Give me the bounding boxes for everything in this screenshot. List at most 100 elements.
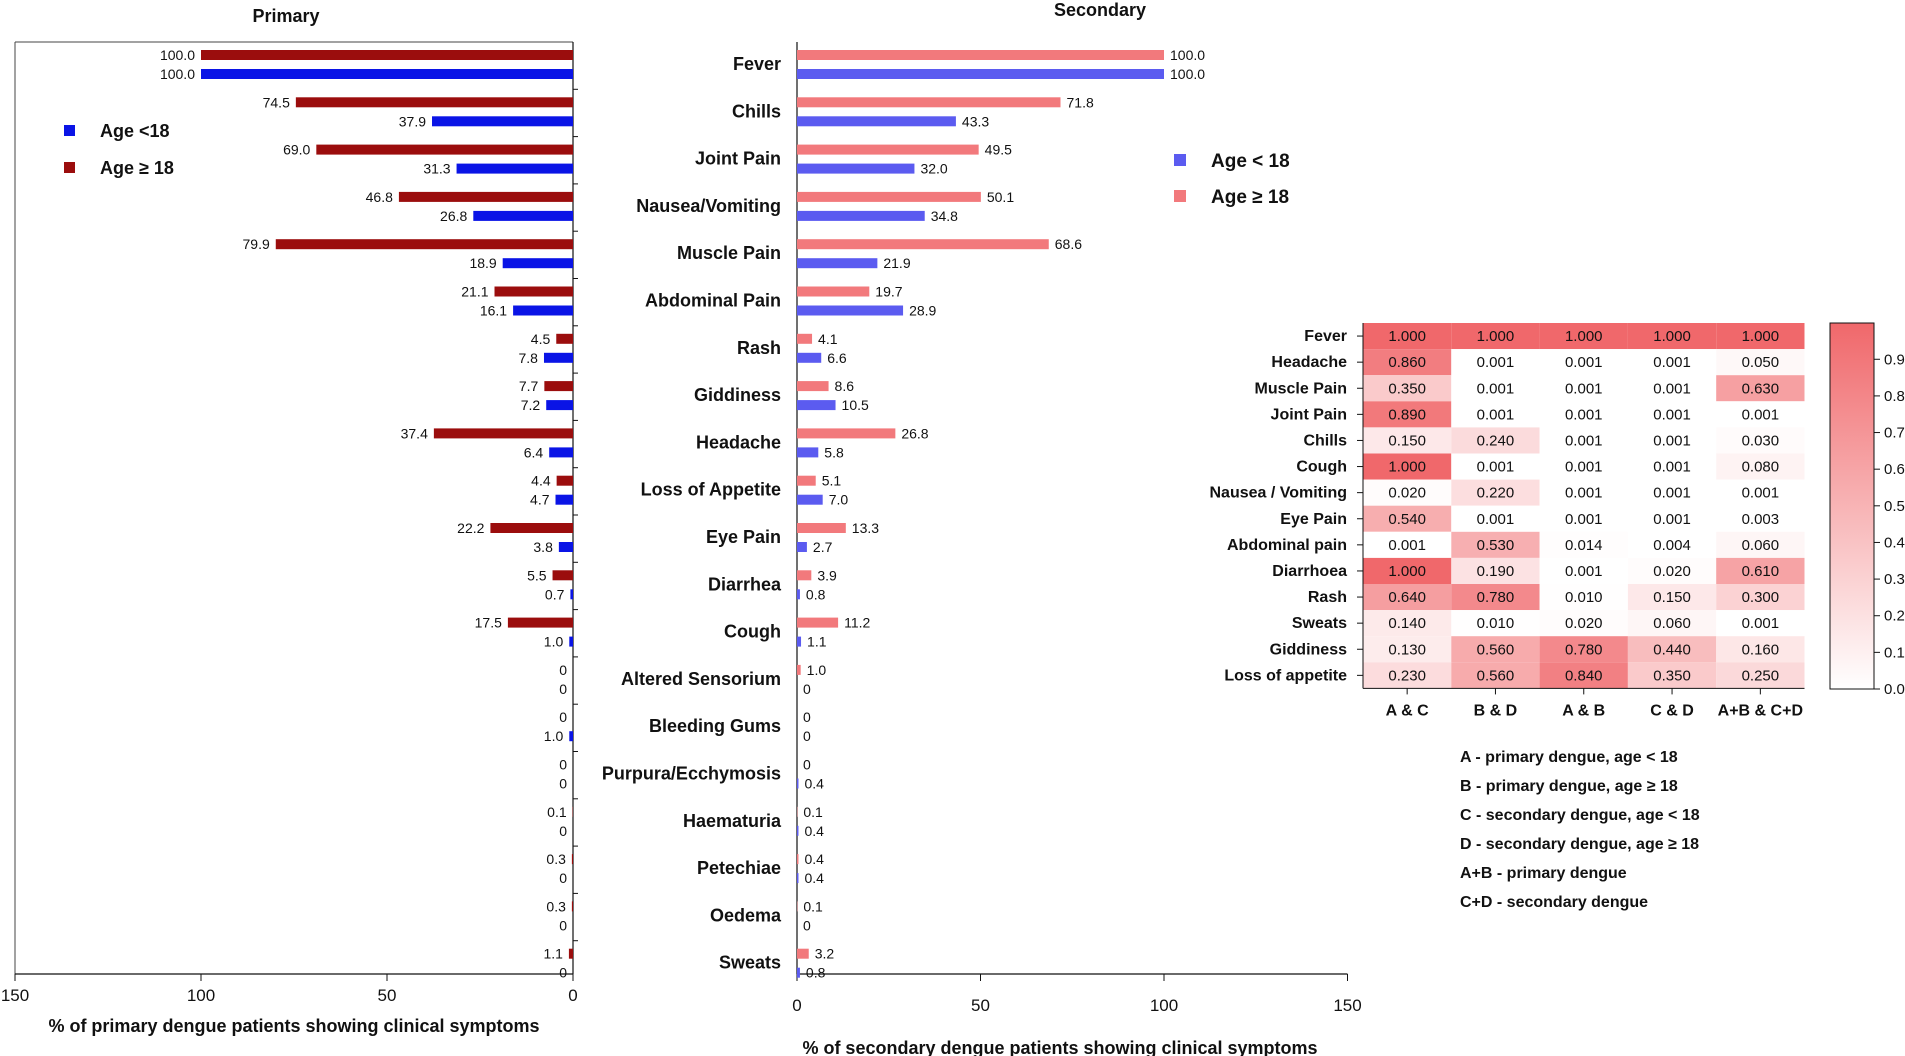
heatmap-row-label: Loss of appetite (1224, 667, 1347, 684)
heatmap-cell (1716, 610, 1805, 637)
heatmap-cell (1716, 531, 1805, 558)
secondary-bar (797, 664, 801, 675)
secondary-data-label: 1.0 (807, 662, 827, 678)
heatmap-cell-value: 0.060 (1653, 615, 1691, 632)
heatmap-cell-value: 0.001 (1565, 459, 1603, 476)
primary-data-label: 1.0 (544, 634, 564, 650)
secondary-bar (797, 97, 1061, 108)
category-label: Purpura/Ecchymosis (602, 764, 781, 784)
heatmap-cell-value: 0.001 (1565, 432, 1603, 449)
secondary-bar (797, 447, 819, 458)
secondary-data-label: 0.1 (803, 898, 823, 914)
secondary-legend-swatch (1174, 154, 1186, 166)
secondary-data-label: 34.8 (931, 208, 958, 224)
primary-bar (569, 731, 573, 742)
heatmap-cell (1539, 323, 1628, 350)
primary-data-label: 0 (559, 662, 567, 678)
secondary-data-label: 0.8 (806, 586, 826, 602)
category-label: Oedema (710, 905, 782, 925)
primary-bar (201, 69, 573, 79)
heatmap-cell-value: 0.140 (1388, 615, 1426, 632)
secondary-bar (797, 617, 839, 628)
heatmap-cell-value: 0.001 (1653, 511, 1691, 528)
primary-bar (568, 948, 573, 959)
primary-bar (490, 523, 573, 533)
heatmap-cell (1363, 453, 1452, 480)
heatmap-cell (1363, 479, 1452, 506)
heatmap-cell (1627, 323, 1717, 350)
secondary-data-label: 0 (803, 709, 811, 725)
primary-data-label: 0.3 (546, 851, 566, 867)
heatmap-cell-value: 0.001 (1653, 485, 1691, 502)
secondary-data-label: 5.1 (822, 473, 842, 489)
primary-x-tick-label: 50 (378, 986, 397, 1005)
primary-data-label: 0 (559, 870, 567, 886)
heatmap-cell-value: 1.000 (1742, 328, 1780, 345)
color-scale-label: 0.801 (1884, 388, 1905, 405)
primary-data-label: 100.0 (160, 47, 195, 63)
primary-data-label: 31.3 (423, 161, 450, 177)
primary-bar (555, 494, 573, 505)
category-label: Rash (737, 338, 781, 358)
heatmap-cell-value: 0.150 (1388, 432, 1426, 449)
heatmap-cell (1451, 636, 1540, 663)
secondary-bar (797, 210, 925, 221)
heatmap-key-item: A - primary dengue, age < 18 (1460, 749, 1678, 766)
heatmap-cell-value: 0.001 (1565, 511, 1603, 528)
heatmap-cell-value: 0.003 (1742, 511, 1780, 528)
secondary-bar (797, 239, 1049, 250)
heatmap-cell (1716, 323, 1805, 350)
secondary-data-label: 28.9 (909, 303, 936, 319)
heatmap-key-item: C - secondary dengue, age < 18 (1460, 807, 1700, 824)
heatmap-cell-value: 0.540 (1388, 511, 1426, 528)
primary-data-label: 22.2 (457, 520, 484, 536)
heatmap-cell (1451, 662, 1540, 689)
secondary-bar (797, 428, 896, 439)
heatmap-cell (1451, 427, 1540, 454)
heatmap-cell (1451, 349, 1540, 376)
primary-bar (201, 50, 573, 60)
primary-data-label: 37.9 (399, 113, 426, 129)
heatmap-cell (1451, 610, 1540, 637)
heatmap-cell (1451, 401, 1540, 428)
heatmap-cell (1716, 636, 1805, 663)
heatmap-cell (1716, 557, 1805, 584)
primary-data-label: 0 (559, 965, 567, 981)
heatmap-cell (1363, 610, 1452, 637)
primary-data-label: 7.8 (519, 350, 539, 366)
secondary-bar (797, 589, 800, 600)
primary-data-label: 74.5 (263, 94, 290, 110)
heatmap-cell-value: 0.780 (1477, 589, 1515, 606)
heatmap-cell-value: 0.190 (1477, 563, 1515, 580)
secondary-x-tick-label: 0 (792, 996, 801, 1015)
primary-bar (456, 163, 573, 174)
secondary-data-label: 0.4 (804, 851, 824, 867)
heatmap-cell (1716, 584, 1805, 611)
heatmap-cell-value: 0.240 (1477, 432, 1515, 449)
secondary-bar (797, 825, 799, 836)
primary-bar (556, 475, 573, 486)
heatmap-cell (1363, 584, 1452, 611)
primary-x-tick-label: 100 (187, 986, 215, 1005)
primary-chart: Primary 150 100 50 0 % of primary dengue pati… (1, 6, 578, 1036)
secondary-data-label: 0.4 (804, 776, 824, 792)
category-label: Abdominal Pain (645, 291, 781, 311)
heatmap-cell (1363, 636, 1452, 663)
heatmap-cell (1716, 662, 1805, 689)
secondary-data-label: 68.6 (1055, 236, 1082, 252)
heatmap-key-item: C+D - secondary dengue (1460, 894, 1648, 911)
primary-data-label: 0 (559, 917, 567, 933)
primary-legend-swatch (64, 162, 75, 173)
primary-data-label: 69.0 (283, 142, 310, 158)
primary-bar (275, 239, 573, 250)
heatmap-cell-value: 1.000 (1388, 563, 1426, 580)
heatmap-cell-value: 0.010 (1565, 589, 1603, 606)
heatmap-key-item: B - primary dengue, age ≥ 18 (1460, 778, 1678, 795)
primary-data-label: 37.4 (401, 425, 428, 441)
primary-data-label: 4.4 (531, 473, 551, 489)
primary-title: Primary (252, 6, 319, 26)
heatmap-cell-value: 1.000 (1388, 328, 1426, 345)
primary-bar (546, 400, 573, 411)
heatmap-cell (1627, 375, 1717, 402)
